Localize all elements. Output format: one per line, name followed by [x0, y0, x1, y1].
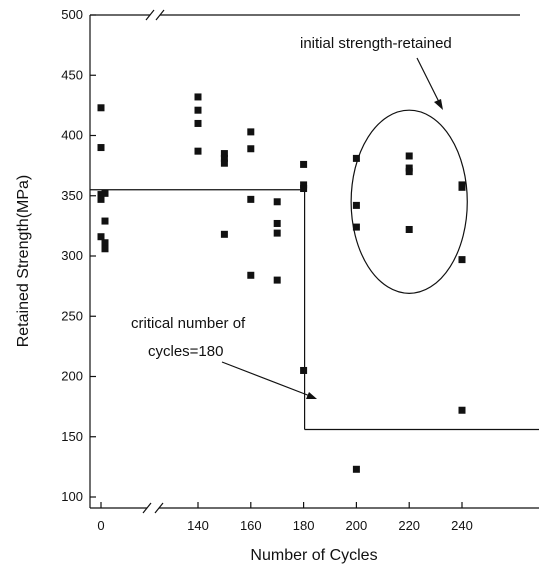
initial-strength-circle [350, 109, 468, 294]
data-point [273, 198, 281, 206]
x-tick-label: 160 [240, 518, 262, 533]
data-point [101, 217, 109, 225]
data-point [300, 181, 308, 189]
data-point [352, 465, 360, 473]
y-tick-label: 100 [61, 489, 83, 504]
y-tick-label: 300 [61, 248, 83, 263]
data-point [247, 145, 255, 153]
reference-lines [90, 189, 539, 431]
axis-break-bottom [142, 502, 164, 514]
y-tick-label: 150 [61, 429, 83, 444]
data-point [273, 229, 281, 237]
data-point [97, 195, 105, 203]
data-point [97, 144, 105, 152]
data-point [97, 104, 105, 112]
plot-frame [89, 9, 539, 514]
x-tick-label: 140 [187, 518, 209, 533]
data-point [220, 150, 228, 158]
data-point [194, 106, 202, 114]
y-tick-label: 450 [61, 67, 83, 82]
arrow-to-critical [221, 361, 317, 399]
data-point [352, 154, 360, 162]
data-point [97, 191, 105, 199]
x-ticks: 0 140 160 180 200 220 240 [97, 502, 473, 533]
x-tick-label: 200 [346, 518, 368, 533]
x-axis-label: Number of Cycles [250, 547, 377, 564]
arrow-to-circle [416, 57, 443, 110]
data-point [273, 219, 281, 227]
data-point [194, 93, 202, 101]
data-point [220, 230, 228, 238]
y-tick-label: 400 [61, 128, 83, 143]
data-point [405, 164, 413, 172]
data-point [220, 159, 228, 167]
data-point [101, 245, 109, 253]
x-tick-label: 220 [398, 518, 420, 533]
data-point [194, 119, 202, 127]
data-point [352, 223, 360, 231]
annotation-critical-line1: critical number of [131, 315, 246, 332]
data-point [273, 276, 281, 284]
x-tick-label: 240 [451, 518, 473, 533]
data-point [352, 201, 360, 209]
y-tick-label: 200 [61, 369, 83, 384]
y-tick-label: 500 [61, 7, 83, 22]
data-point [220, 154, 228, 162]
axis-break-top [145, 9, 165, 21]
y-ticks: 100 150 200 250 300 350 400 450 500 [61, 7, 96, 504]
data-point [300, 160, 308, 168]
y-tick-label: 250 [61, 308, 83, 323]
data-point [405, 168, 413, 176]
data-point [405, 152, 413, 160]
circle-region [350, 109, 468, 294]
x-tick-label: 0 [97, 518, 104, 533]
data-point [194, 147, 202, 155]
data-point [458, 183, 466, 191]
data-point [247, 128, 255, 136]
data-point [300, 185, 308, 193]
y-axis-label: Retained Strength(MPa) [15, 175, 32, 348]
x-tick-label: 180 [293, 518, 315, 533]
data-point [247, 195, 255, 203]
data-point [101, 189, 109, 197]
data-point [405, 225, 413, 233]
annotation-initial-strength: initial strength-retained [300, 35, 452, 52]
data-point [458, 256, 466, 264]
data-point [101, 239, 109, 247]
data-point [458, 406, 466, 414]
annotation-critical-line2: cycles=180 [148, 343, 223, 360]
y-tick-label: 350 [61, 188, 83, 203]
data-point [247, 271, 255, 279]
data-points [97, 93, 466, 473]
data-point [300, 366, 308, 374]
data-point [97, 233, 105, 241]
